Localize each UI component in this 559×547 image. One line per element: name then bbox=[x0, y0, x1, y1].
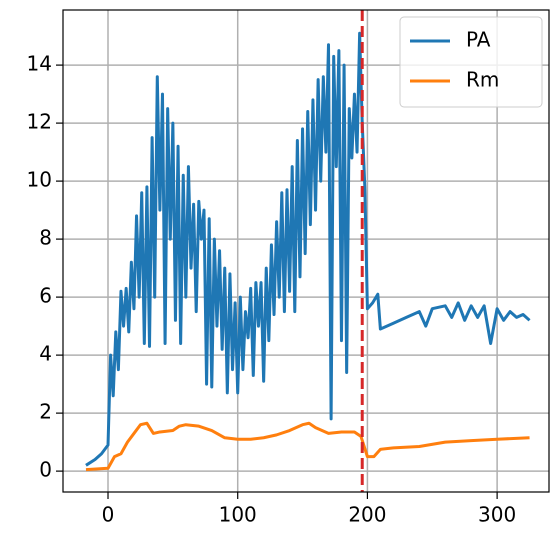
line bbox=[85, 31, 531, 467]
y-tick-label: 14 bbox=[27, 52, 52, 76]
x-tick-label: 100 bbox=[219, 503, 257, 527]
y-tick-label: 2 bbox=[39, 400, 52, 424]
line bbox=[85, 421, 530, 472]
x-tick-label: 0 bbox=[102, 503, 115, 527]
x-tick-label: 200 bbox=[348, 503, 386, 527]
y-tick-label: 8 bbox=[39, 226, 52, 250]
x-tick-label: 300 bbox=[478, 503, 516, 527]
plot-frame bbox=[62, 9, 550, 493]
y-tick-label: 12 bbox=[27, 110, 52, 134]
y-tick-label: 6 bbox=[39, 284, 52, 308]
y-tick-label: 10 bbox=[27, 168, 52, 192]
y-tick-label: 0 bbox=[39, 458, 52, 482]
y-tick-label: 4 bbox=[39, 342, 52, 366]
legend-label: Rm bbox=[466, 68, 499, 92]
legend-label: PA bbox=[466, 28, 491, 52]
